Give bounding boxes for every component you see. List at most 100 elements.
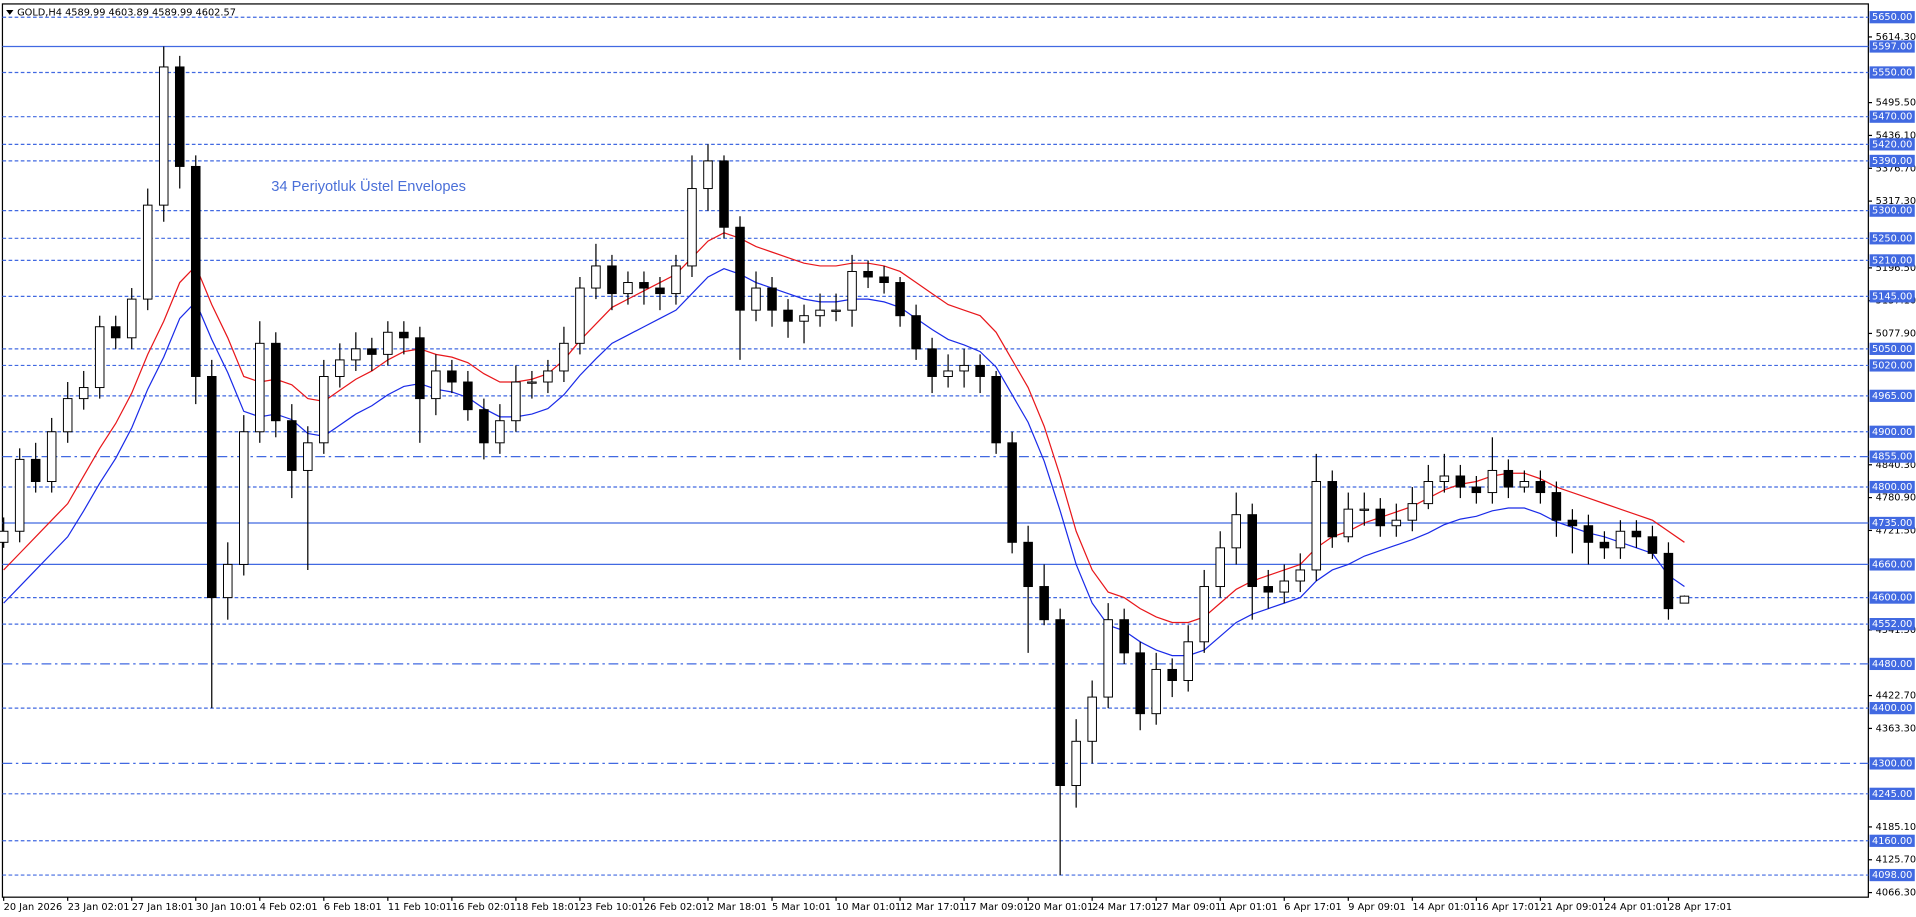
- level-label-bg: [1869, 834, 1915, 847]
- x-tick-label: 28 Apr 17:01: [1668, 902, 1732, 913]
- candle-body: [1359, 508, 1370, 511]
- candle-body: [735, 226, 745, 311]
- candle-body: [78, 387, 89, 400]
- candle-body: [1663, 552, 1674, 610]
- level-label: 4552.00: [1872, 619, 1912, 630]
- level-label-bg: [1869, 480, 1915, 494]
- candle-body: [1375, 508, 1386, 527]
- candle-body: [527, 381, 537, 384]
- y-tick-label: 4066.30: [1876, 888, 1916, 899]
- x-tick-label: 24 Mar 17:01: [1092, 902, 1157, 913]
- y-tick-label: 4541.50: [1876, 625, 1916, 636]
- menu-arrow[interactable]: [6, 10, 14, 15]
- x-tick-label: 4 Feb 02:01: [260, 902, 318, 913]
- x-tick-label: 20 Jan 2026: [4, 902, 63, 913]
- level-label: 5420.00: [1872, 139, 1912, 150]
- level-label: 5145.00: [1872, 291, 1912, 302]
- level-label-bg: [1869, 657, 1915, 671]
- level-label: 4660.00: [1872, 559, 1912, 570]
- candle-body: [1471, 486, 1482, 494]
- x-tick-label: 14 Apr 01:01: [1412, 902, 1476, 913]
- candle-body: [1407, 503, 1418, 521]
- level-label-bg: [1869, 787, 1915, 800]
- candle-body: [591, 265, 601, 289]
- level-label: 4800.00: [1872, 482, 1912, 493]
- candle-body: [1583, 525, 1594, 543]
- candle-body: [1247, 514, 1258, 588]
- candle-body: [110, 326, 121, 339]
- level-label-bg: [1869, 516, 1915, 530]
- candle-body: [879, 276, 889, 284]
- level-label-bg: [1869, 389, 1915, 402]
- level-label: 5390.00: [1872, 156, 1912, 167]
- level-label-bg: [1869, 254, 1915, 267]
- level-label-bg: [1869, 290, 1915, 303]
- x-tick-label: 17 Mar 09:01: [964, 902, 1029, 913]
- candle-body: [126, 298, 137, 339]
- x-tick-label: 10 Mar 01:01: [836, 902, 901, 913]
- candle-body: [206, 376, 217, 599]
- y-tick-label: 4363.30: [1876, 723, 1916, 734]
- indicator-note: 34 Periyotluk Üstel Envelopes: [271, 177, 466, 195]
- candle-body: [751, 287, 761, 311]
- level-label-bg: [1869, 154, 1915, 168]
- level-label-bg: [1869, 342, 1915, 355]
- candle-body: [271, 342, 281, 422]
- candle-body: [1647, 536, 1658, 554]
- envelope-line: [3, 232, 1685, 624]
- candle-body: [767, 287, 777, 311]
- x-tick-label: 23 Jan 02:01: [68, 902, 130, 913]
- candle-body: [655, 287, 665, 295]
- level-label: 4965.00: [1872, 391, 1912, 402]
- x-tick-label: 12 Mar 17:01: [900, 902, 965, 913]
- candle-body: [1039, 586, 1049, 621]
- candle-body: [671, 265, 681, 295]
- x-tick-label: 21 Apr 09:01: [1540, 902, 1604, 913]
- y-tick-label: 5376.70: [1876, 163, 1916, 174]
- level-label-bg: [1869, 591, 1915, 604]
- level-label: 5650.00: [1872, 12, 1912, 23]
- candle-body: [399, 331, 409, 339]
- chart-header: GOLD,H4 4589.99 4603.89 4589.99 4602.57: [17, 7, 236, 18]
- candle-body: [303, 442, 313, 471]
- y-tick-label: 4185.10: [1876, 822, 1916, 833]
- candle-body: [1599, 541, 1610, 549]
- candle-body: [991, 376, 1001, 444]
- level-label: 5597.00: [1872, 42, 1912, 53]
- candle-body: [1295, 569, 1306, 582]
- x-tick-label: 5 Mar 10:01: [772, 902, 831, 913]
- candle-body: [1215, 547, 1225, 588]
- level-label: 5250.00: [1872, 233, 1912, 244]
- candle-body: [447, 370, 457, 383]
- y-tick-label: 5196.50: [1876, 263, 1916, 274]
- candle-body: [1103, 619, 1113, 698]
- x-tick-label: 1 Apr 01:01: [1220, 902, 1277, 913]
- candle-body: [46, 431, 57, 482]
- candle-body: [431, 370, 441, 400]
- candle-body: [895, 282, 905, 317]
- candle-body: [1263, 586, 1274, 593]
- candle-body: [351, 348, 361, 361]
- candle-body: [367, 348, 377, 355]
- candle-body: [1551, 492, 1562, 521]
- candle-body: [1071, 740, 1081, 787]
- level-label-bg: [1869, 66, 1915, 79]
- x-tick-label: 16 Apr 17:01: [1476, 902, 1540, 913]
- y-tick-label: 5495.50: [1876, 98, 1916, 109]
- candle-body: [415, 337, 425, 400]
- y-tick-label: 4840.30: [1876, 460, 1916, 471]
- level-label-bg: [1869, 359, 1915, 372]
- x-tick-label: 9 Apr 09:01: [1348, 902, 1405, 913]
- x-tick-label: 27 Mar 09:01: [1156, 902, 1221, 913]
- candle-body: [1503, 469, 1514, 488]
- candle-body: [1007, 442, 1017, 543]
- level-label: 5020.00: [1872, 360, 1912, 371]
- candle-body: [719, 160, 729, 228]
- candle-body: [30, 458, 41, 482]
- y-tick-label: 4780.90: [1876, 493, 1916, 504]
- x-tick-label: 26 Feb 02:01: [644, 902, 708, 913]
- envelope-line: [3, 268, 1685, 657]
- level-label: 4480.00: [1872, 659, 1912, 670]
- x-tick-label: 24 Apr 01:01: [1604, 902, 1668, 913]
